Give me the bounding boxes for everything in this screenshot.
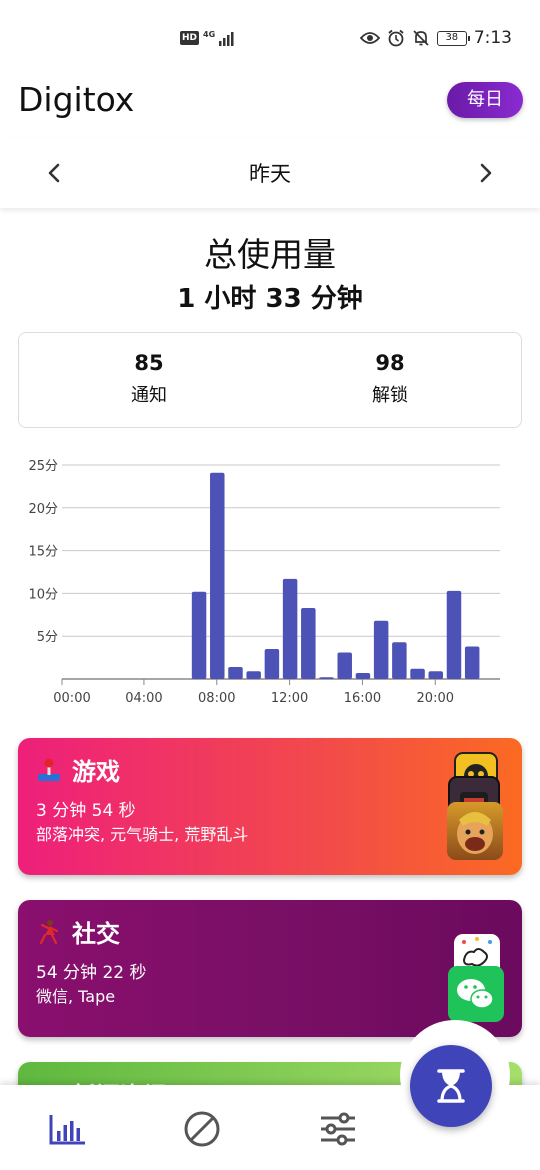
- chart-bar-1600: [355, 673, 371, 679]
- unlocks-label: 解锁: [372, 385, 408, 406]
- date-label: 昨天: [249, 162, 291, 186]
- notifications-count: 85: [134, 351, 164, 375]
- signal-icon: [219, 32, 234, 46]
- joystick-icon: [38, 758, 60, 781]
- chart-bar-1400: [319, 677, 334, 679]
- total-usage-value: 1 小时 33 分钟: [177, 284, 363, 314]
- wechat-icon: [457, 979, 494, 1009]
- notifications-stat: 85 通知: [49, 351, 249, 407]
- chart-bar-1200: [282, 578, 298, 679]
- category-name: 游戏: [72, 758, 120, 786]
- chart-bar-2100: [446, 590, 462, 679]
- unlocks-count: 98: [375, 351, 405, 375]
- category-apps: 部落冲突, 元气骑士, 荒野乱斗: [36, 825, 249, 844]
- chart-bar-1700: [373, 620, 389, 679]
- x-tick-label: 00:00: [53, 691, 90, 706]
- category-card-social[interactable]: 社交 54 分钟 22 秒 微信, Tape: [18, 900, 522, 1037]
- total-usage-title: 总使用量: [204, 235, 336, 274]
- chart-bar-2200: [464, 646, 480, 679]
- chart-bar-0900: [228, 667, 243, 679]
- chart-bar-1500: [337, 652, 352, 679]
- y-tick-label: 15分: [28, 545, 58, 560]
- status-bar: HD 4G 38 7:13: [0, 0, 540, 80]
- block-icon[interactable]: [182, 1109, 222, 1149]
- hd-badge: HD: [180, 31, 200, 45]
- category-card-games[interactable]: 游戏 3 分钟 54 秒 部落冲突, 元气骑士, 荒野乱斗: [18, 738, 522, 875]
- chevron-right-icon[interactable]: [474, 158, 498, 188]
- category-time: 3 分钟 54 秒: [36, 801, 136, 821]
- barbarian-icon: [457, 812, 493, 854]
- category-apps: 微信, Tape: [36, 987, 116, 1006]
- chart-bar-0700: [191, 591, 207, 679]
- hourly-usage-chart: 5分 10分 15分 20分 25分 00:00 04:00 08:00 12:00 16:00 2…: [28, 459, 500, 706]
- chart-bar-2000: [428, 671, 444, 679]
- chart-bar-1900: [410, 668, 425, 679]
- app-title: Digitox: [18, 80, 135, 119]
- network-indicator: HD 4G: [180, 30, 237, 46]
- clock: 7:13: [473, 28, 512, 48]
- x-tick-label: 04:00: [125, 691, 162, 706]
- chart-bar-0800: [210, 472, 225, 679]
- unlocks-stat: 98 解锁: [290, 351, 490, 407]
- y-tick-label: 20分: [28, 502, 58, 517]
- x-tick-label: 12:00: [271, 691, 308, 706]
- x-tick-label: 20:00: [417, 691, 454, 706]
- stats-box: 85 通知 98 解锁: [18, 332, 522, 428]
- bar-chart-icon[interactable]: [47, 1109, 87, 1149]
- tape-icon: [462, 937, 492, 967]
- app-icon-clash-of-clans: [447, 802, 503, 860]
- y-tick-label: 10分: [28, 587, 58, 602]
- chart-bar-1100: [264, 649, 280, 679]
- chart-bar-1300: [301, 607, 316, 679]
- alarm-icon: [388, 29, 404, 47]
- y-tick-label: 5分: [37, 630, 58, 645]
- category-time: 54 分钟 22 秒: [36, 963, 147, 983]
- dancer-icon: [39, 919, 59, 944]
- y-tick-label: 25分: [28, 459, 58, 474]
- notifications-label: 通知: [131, 385, 167, 406]
- app-icon-wechat: [448, 966, 504, 1022]
- eye-icon: [359, 32, 380, 44]
- category-name: 社交: [72, 920, 120, 948]
- chart-bar-1800: [392, 642, 407, 679]
- x-tick-label: 08:00: [198, 691, 235, 706]
- x-tick-label: 16:00: [344, 691, 381, 706]
- period-button[interactable]: 每日: [447, 82, 523, 118]
- timer-fab[interactable]: [410, 1045, 492, 1127]
- battery-indicator: 38: [436, 30, 470, 46]
- sliders-icon[interactable]: [318, 1109, 358, 1149]
- date-navigator: 昨天: [0, 138, 540, 208]
- network-type: 4G: [203, 29, 216, 39]
- mute-bell-icon: [413, 30, 429, 46]
- hourglass-icon: [437, 1069, 465, 1103]
- chart-bar-1000: [246, 671, 261, 679]
- chevron-left-icon[interactable]: [42, 158, 66, 188]
